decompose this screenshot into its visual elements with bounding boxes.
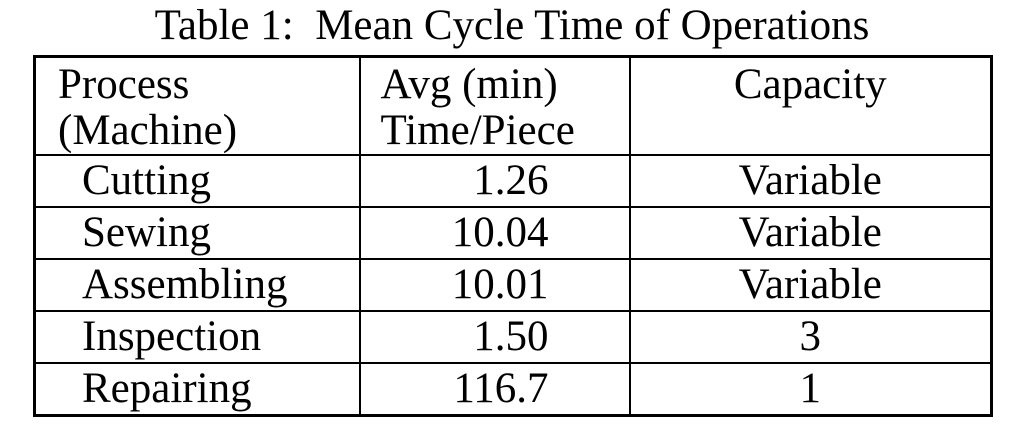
- header-line: Avg (min): [380, 61, 558, 108]
- avg-time-cell: 1.26: [358, 154, 631, 208]
- process-cell: Inspection: [33, 310, 361, 364]
- header-line: (Machine): [58, 107, 238, 154]
- table-row: Cutting 1.26 Variable: [33, 154, 993, 208]
- avg-time-cell: 10.01: [358, 258, 631, 312]
- table-caption: Table 1: Mean Cycle Time of Operations: [154, 2, 870, 49]
- process-cell: Assembling: [33, 258, 361, 312]
- header-line: Time/Piece: [380, 107, 575, 154]
- table-row: Sewing 10.04 Variable: [33, 206, 993, 260]
- process-cell: Repairing: [33, 362, 361, 417]
- capacity-cell: Variable: [628, 206, 993, 260]
- avg-time-cell: 116.7: [358, 362, 631, 417]
- capacity-cell: Variable: [628, 258, 993, 312]
- process-cell: Sewing: [33, 206, 361, 260]
- column-header-process: Process (Machine): [33, 55, 361, 156]
- table-row: Repairing 116.7 1: [33, 362, 993, 417]
- avg-time-cell: 10.04: [358, 206, 631, 260]
- capacity-cell: 1: [628, 362, 993, 417]
- column-header-avg-time: Avg (min) Time/Piece: [358, 55, 631, 156]
- column-header-capacity: Capacity: [628, 55, 993, 156]
- capacity-cell: 3: [628, 310, 993, 364]
- cycle-time-table: Process (Machine) Avg (min) Time/Piece C…: [33, 55, 993, 417]
- table-row: Inspection 1.50 3: [33, 310, 993, 364]
- process-cell: Cutting: [33, 154, 361, 208]
- avg-time-cell: 1.50: [358, 310, 631, 364]
- capacity-cell: Variable: [628, 154, 993, 208]
- header-row: Process (Machine) Avg (min) Time/Piece C…: [33, 55, 993, 156]
- header-line: Process: [58, 61, 190, 108]
- header-line: Capacity: [733, 61, 887, 108]
- table-row: Assembling 10.01 Variable: [33, 258, 993, 312]
